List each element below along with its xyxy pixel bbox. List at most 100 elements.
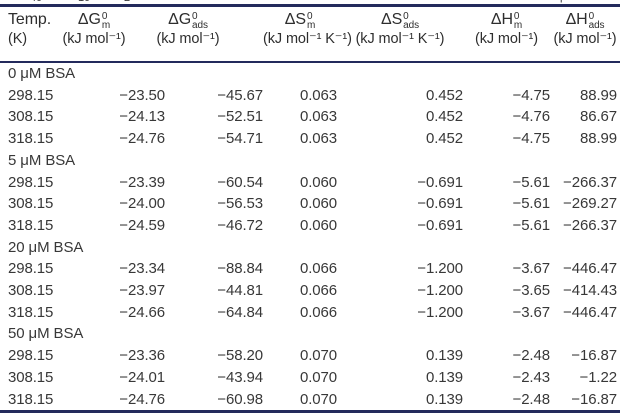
table-cell: 298.15 — [8, 173, 54, 191]
column-header-dG-m: ΔG 0 m (kJ mol⁻¹) — [62, 5, 165, 63]
table-cell: −414.43 — [563, 282, 617, 300]
clipped-caption-strip: 40 10 ⁻ 2 p — [0, 0, 620, 4]
column-symbol: ΔG 0 ads — [139, 10, 237, 31]
table-cell: −45.67 — [217, 86, 263, 104]
table-cell: 0.066 — [299, 303, 337, 321]
caption-fragment: p — [560, 0, 566, 3]
column-header-content: ΔS 0 m (kJ mol⁻¹ K⁻¹) — [263, 10, 352, 48]
table-row: 298.15 −23.50 −45.67 0.063 0.452 −4.75 88.99 — [0, 85, 620, 107]
column-header-dG-ads: ΔG 0 ads (kJ mol⁻¹) — [156, 5, 263, 63]
table-cell: −4.75 — [512, 130, 551, 148]
column-header-content: ΔG 0 m (kJ mol⁻¹) — [49, 10, 139, 48]
table-cell: −24.13 — [119, 108, 165, 126]
section-row: 20 μM BSA — [0, 237, 620, 259]
table-cell: −23.50 — [119, 86, 165, 104]
superscript: 0 — [101, 11, 108, 22]
column-header-content: ΔH 0 ads (kJ mol⁻¹) — [550, 10, 620, 48]
column-unit: (kJ mol⁻¹) — [62, 31, 126, 47]
subscript: m — [306, 20, 316, 31]
symbol-text: ΔG — [77, 11, 101, 28]
table-cell: −24.00 — [119, 195, 165, 213]
superscript: 0 — [588, 11, 595, 22]
table-cell: 88.99 — [579, 86, 617, 104]
caption-fragment: 40 — [30, 0, 42, 4]
table-cell: −5.61 — [512, 195, 551, 213]
table-cell: −5.61 — [512, 216, 551, 234]
table-cell: 298.15 — [8, 86, 54, 104]
column-symbol: ΔH 0 m — [463, 10, 550, 31]
table-row: 318.15 −24.76 −60.98 0.070 0.139 −2.48 −16.87 — [0, 389, 620, 412]
table-cell: −1.200 — [417, 303, 463, 321]
caption-fragment: 10 — [78, 0, 90, 4]
table-cell: −44.81 — [217, 282, 263, 300]
symbol-text: ΔS — [381, 11, 403, 28]
table-header: Temp. (K) ΔG 0 m (kJ mol⁻¹) ΔG 0 ads (kJ mol⁻¹) ΔS… — [0, 5, 620, 63]
section-label: 0 μM BSA — [8, 65, 76, 82]
table-cell: 0.060 — [299, 173, 337, 191]
table-cell: −46.72 — [217, 216, 263, 234]
table-cell: −23.39 — [119, 173, 165, 191]
table-cell: −24.66 — [119, 303, 165, 321]
column-unit: (kJ mol⁻¹) — [553, 31, 617, 47]
section-row: 0 μM BSA — [0, 62, 620, 85]
table-cell: −52.51 — [217, 108, 263, 126]
table-cell: −23.36 — [119, 347, 165, 365]
table-cell: −54.71 — [217, 130, 263, 148]
table-row: 308.15 −23.97 −44.81 0.066 −1.200 −3.65 −414.4… — [0, 280, 620, 302]
column-symbol: ΔS 0 ads — [337, 10, 463, 31]
table-cell: 0.139 — [425, 390, 463, 408]
column-header-content: ΔG 0 ads (kJ mol⁻¹) — [139, 10, 237, 48]
table-cell: −1.22 — [579, 368, 618, 386]
table-cell: −266.37 — [563, 173, 617, 191]
table-row: 308.15 −24.00 −56.53 0.060 −0.691 −5.61 −269.2… — [0, 193, 620, 215]
section-label: 20 μM BSA — [8, 238, 84, 256]
table-cell: 0.452 — [425, 86, 463, 104]
table-cell: −64.84 — [217, 303, 263, 321]
table-cell: −16.87 — [571, 347, 617, 365]
table-cell: 298.15 — [8, 347, 54, 365]
table-cell: 308.15 — [8, 108, 54, 126]
subscript: m — [101, 20, 111, 31]
column-symbol: ΔG 0 m — [49, 10, 139, 31]
section-label: 5 μM BSA — [8, 151, 76, 169]
table-cell: −43.94 — [217, 368, 263, 386]
column-unit: (kJ mol⁻¹) — [156, 31, 220, 47]
table-cell: 308.15 — [8, 195, 54, 213]
symbol-text: ΔG — [168, 11, 192, 28]
table-cell: −16.87 — [571, 390, 617, 408]
table-cell: 0.060 — [299, 195, 337, 213]
table-cell: −446.47 — [563, 260, 617, 278]
column-unit: (kJ mol⁻¹ K⁻¹) — [355, 31, 445, 47]
column-header-dS-m: ΔS 0 m (kJ mol⁻¹ K⁻¹) — [263, 5, 352, 63]
table-cell: 88.99 — [579, 130, 617, 148]
symbol-text: ΔH — [565, 11, 588, 28]
table-cell: 86.67 — [579, 108, 617, 126]
table-row: 318.15 −24.59 −46.72 0.060 −0.691 −5.61 −266.3… — [0, 215, 620, 237]
symbol-text: ΔH — [490, 11, 513, 28]
table-cell: −24.59 — [119, 216, 165, 234]
table-cell: 0.452 — [425, 130, 463, 148]
table-cell: −24.76 — [119, 130, 165, 148]
superscript: 0 — [513, 11, 520, 22]
section-label: 50 μM BSA — [8, 325, 84, 343]
column-header-content: Temp. (K) — [0, 10, 75, 48]
table-cell: 318.15 — [8, 390, 54, 408]
table-cell: −2.48 — [512, 390, 551, 408]
table-cell: −266.37 — [563, 216, 617, 234]
table-cell: −2.43 — [512, 368, 551, 386]
superscript: 0 — [192, 11, 198, 22]
table-row: 298.15 −23.34 −88.84 0.066 −1.200 −3.67 −446.4… — [0, 258, 620, 280]
column-header-content: ΔH 0 m (kJ mol⁻¹) — [463, 10, 550, 48]
column-header-dH-ads: ΔH 0 ads (kJ mol⁻¹) — [550, 5, 620, 63]
table-cell: 318.15 — [8, 216, 54, 234]
sup-sub-stack: 0 ads — [403, 12, 419, 31]
symbol-text: ΔS — [284, 11, 306, 28]
table-cell: −4.76 — [512, 108, 551, 126]
table-cell: −1.200 — [417, 260, 463, 278]
subscript: m — [513, 20, 523, 31]
thermodynamic-parameters-table: Temp. (K) ΔG 0 m (kJ mol⁻¹) ΔG 0 ads (kJ mol⁻¹) ΔS… — [0, 4, 620, 414]
table-row: 298.15 −23.36 −58.20 0.070 0.139 −2.48 −16.87 — [0, 345, 620, 367]
column-unit: (K) — [8, 31, 28, 47]
table-cell: −60.54 — [217, 173, 263, 191]
